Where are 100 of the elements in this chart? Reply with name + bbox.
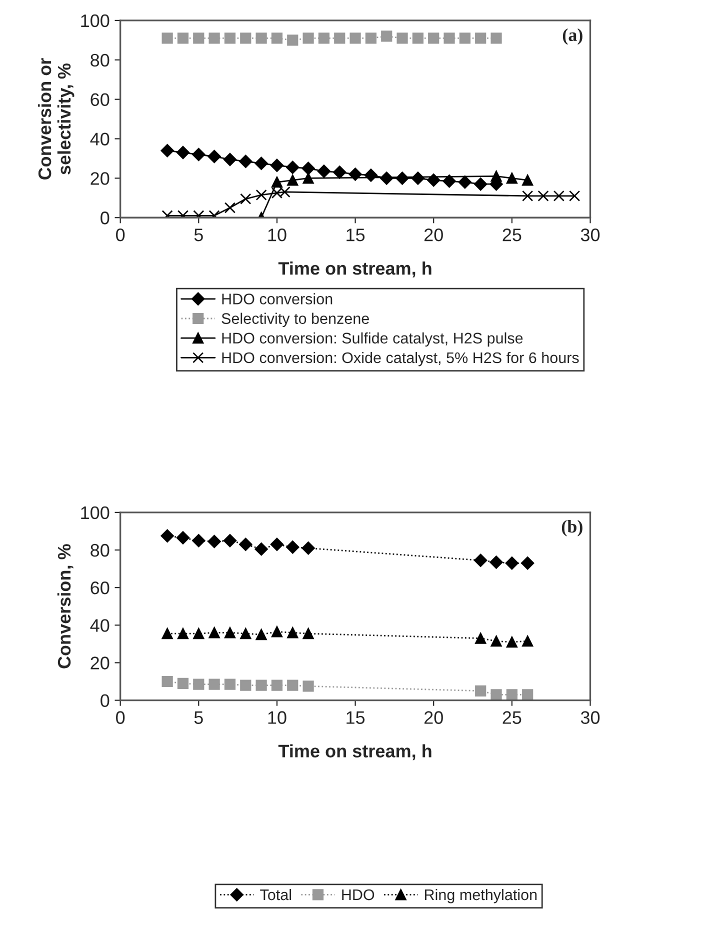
x-tick-label: 25 (502, 711, 522, 724)
point (365, 32, 377, 44)
point (239, 154, 252, 168)
point (287, 34, 298, 46)
x-axis-title: Time on stream, h (278, 262, 432, 278)
point (302, 172, 314, 184)
point (240, 32, 252, 44)
point (444, 32, 455, 44)
point (302, 32, 314, 44)
point (192, 534, 206, 548)
x-tick-label: 5 (194, 228, 203, 242)
point (317, 164, 331, 178)
point (162, 628, 173, 640)
point (522, 636, 534, 647)
point (475, 32, 486, 44)
point (256, 628, 267, 640)
point (239, 538, 252, 551)
point (428, 32, 440, 44)
point (224, 202, 236, 214)
point (271, 176, 283, 188)
point (254, 156, 268, 170)
point (474, 178, 488, 191)
point (177, 678, 189, 689)
y-tick-label: 0 (100, 212, 110, 224)
point (521, 556, 534, 570)
x-tick-label: 0 (116, 228, 125, 242)
point (162, 32, 173, 44)
y-tick-label: 40 (90, 619, 110, 632)
point (522, 174, 534, 186)
point (302, 162, 315, 175)
legend-label: Selectivity to benzene (222, 312, 369, 328)
point (271, 626, 283, 638)
point (256, 32, 267, 44)
point (490, 170, 502, 182)
point (270, 158, 284, 172)
point (256, 189, 267, 201)
legend-label: HDO conversion: Oxide catalyst, 5% H2S for 6 hours (222, 352, 579, 366)
point (271, 680, 283, 691)
point (490, 689, 502, 700)
point (177, 628, 189, 640)
point (427, 174, 440, 187)
point (553, 190, 564, 202)
x-tick-label: 20 (424, 228, 443, 242)
point (442, 174, 456, 188)
point (224, 32, 236, 44)
point (538, 190, 549, 202)
point (334, 32, 346, 44)
point (490, 556, 503, 569)
y-tick-label: 80 (90, 54, 110, 67)
point (350, 32, 361, 44)
point (193, 628, 204, 640)
point (192, 148, 206, 162)
point (318, 32, 330, 44)
point (522, 689, 534, 700)
y-axis-title: Conversion, % (57, 544, 74, 668)
point (506, 689, 518, 700)
point (240, 680, 252, 691)
point (475, 632, 486, 644)
legend-label: HDO conversion (222, 293, 332, 304)
point (208, 627, 220, 638)
point (302, 542, 315, 555)
point (160, 144, 174, 158)
point (505, 556, 519, 570)
x-tick-label: 30 (580, 711, 600, 724)
point (302, 680, 314, 692)
x-tick-label: 15 (346, 228, 365, 242)
point (364, 168, 378, 182)
point (396, 32, 408, 44)
x-tick-label: 10 (268, 711, 286, 724)
x-tick-label: 5 (194, 711, 203, 724)
point (240, 193, 252, 204)
point (208, 150, 221, 164)
x-tick-label: 0 (116, 711, 125, 724)
x-axis-title: Time on stream, h (278, 744, 432, 760)
point (193, 678, 204, 690)
point (412, 32, 424, 44)
point (333, 166, 346, 179)
point (223, 152, 237, 166)
point (176, 146, 190, 160)
point (208, 678, 220, 690)
point (208, 32, 220, 44)
y-tick-label: 0 (100, 694, 110, 708)
point (490, 32, 502, 44)
y-tick-label: 20 (90, 172, 110, 185)
y-tick-label: 20 (90, 656, 110, 670)
point (474, 554, 488, 567)
point (223, 534, 237, 548)
point (475, 685, 486, 696)
x-tick-label: 10 (268, 228, 286, 242)
y-tick-label: 100 (81, 506, 110, 520)
point (458, 176, 472, 189)
point (506, 172, 518, 184)
y-tick-label: 60 (90, 582, 110, 594)
point (506, 636, 518, 648)
y-tick-label: 80 (90, 544, 110, 557)
point (287, 174, 298, 186)
point (459, 32, 470, 44)
point (302, 628, 314, 640)
legend-label: Ring methylation (425, 888, 537, 904)
point (162, 676, 173, 688)
